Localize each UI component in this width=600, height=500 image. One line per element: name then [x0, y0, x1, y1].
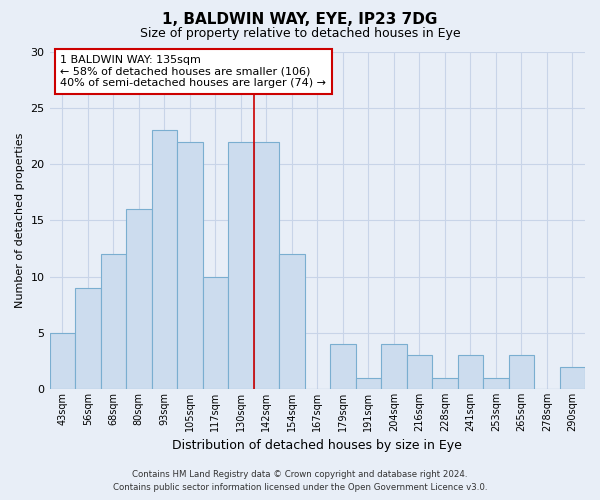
Bar: [228, 142, 254, 389]
Bar: [50, 333, 75, 389]
Bar: [381, 344, 407, 389]
X-axis label: Distribution of detached houses by size in Eye: Distribution of detached houses by size …: [172, 440, 462, 452]
Bar: [177, 142, 203, 389]
Text: 1, BALDWIN WAY, EYE, IP23 7DG: 1, BALDWIN WAY, EYE, IP23 7DG: [163, 12, 437, 28]
Bar: [152, 130, 177, 389]
Bar: [101, 254, 126, 389]
Text: Contains HM Land Registry data © Crown copyright and database right 2024.: Contains HM Land Registry data © Crown c…: [132, 470, 468, 479]
Bar: [407, 356, 432, 389]
Text: Size of property relative to detached houses in Eye: Size of property relative to detached ho…: [140, 28, 460, 40]
Bar: [509, 356, 534, 389]
Text: Contains public sector information licensed under the Open Government Licence v3: Contains public sector information licen…: [113, 484, 487, 492]
Bar: [458, 356, 483, 389]
Bar: [432, 378, 458, 389]
Bar: [126, 209, 152, 389]
Bar: [560, 366, 585, 389]
Bar: [483, 378, 509, 389]
Bar: [75, 288, 101, 389]
Bar: [203, 276, 228, 389]
Bar: [254, 142, 279, 389]
Text: 1 BALDWIN WAY: 135sqm
← 58% of detached houses are smaller (106)
40% of semi-det: 1 BALDWIN WAY: 135sqm ← 58% of detached …: [60, 55, 326, 88]
Y-axis label: Number of detached properties: Number of detached properties: [15, 132, 25, 308]
Bar: [279, 254, 305, 389]
Bar: [356, 378, 381, 389]
Bar: [330, 344, 356, 389]
